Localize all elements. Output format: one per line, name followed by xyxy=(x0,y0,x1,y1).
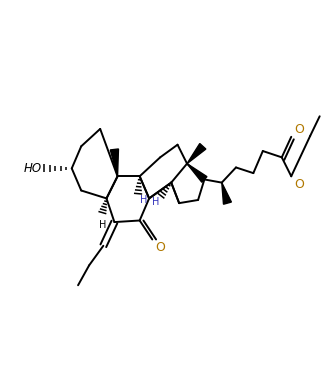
Text: O: O xyxy=(294,178,304,191)
Text: H: H xyxy=(99,219,106,230)
Polygon shape xyxy=(187,164,207,182)
Polygon shape xyxy=(187,144,206,164)
Text: O: O xyxy=(156,241,165,254)
Polygon shape xyxy=(222,182,231,204)
Polygon shape xyxy=(110,149,119,176)
Text: O: O xyxy=(294,123,304,136)
Text: H: H xyxy=(152,197,160,207)
Text: HO: HO xyxy=(24,162,42,175)
Text: H: H xyxy=(140,195,147,205)
